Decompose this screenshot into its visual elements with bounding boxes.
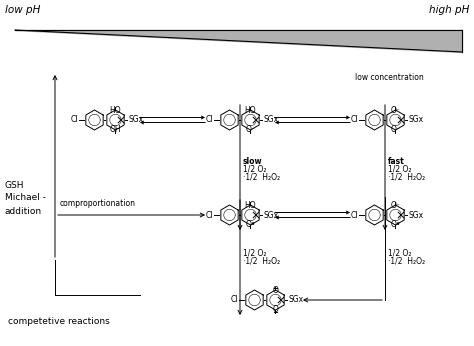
Text: O⁻: O⁻ [391,125,401,134]
Text: GSH: GSH [5,181,25,190]
Text: 1/2 O₂: 1/2 O₂ [388,248,411,257]
Text: Cl: Cl [71,116,79,125]
Text: low pH: low pH [5,5,40,15]
Text: Cl: Cl [351,210,358,219]
Text: SGx: SGx [128,116,144,125]
Text: HO: HO [245,201,256,210]
Text: slow: slow [243,157,263,166]
Text: high pH: high pH [428,5,469,15]
Text: Cl: Cl [351,116,358,125]
Text: fast: fast [388,157,405,166]
Text: low concentration: low concentration [355,73,424,82]
Text: 1/2 O₂: 1/2 O₂ [243,164,266,173]
Text: SGx: SGx [289,295,304,304]
Text: O: O [273,305,278,314]
Text: HO: HO [109,106,121,115]
Text: O⁻: O⁻ [391,106,401,115]
Text: 1/2 O₂: 1/2 O₂ [243,248,266,257]
Text: Cl: Cl [206,210,213,219]
Text: O⁻: O⁻ [391,201,401,210]
Text: HO: HO [245,106,256,115]
Text: SGx: SGx [409,116,424,125]
Text: comproportionation: comproportionation [60,199,136,208]
Text: competetive reactions: competetive reactions [8,318,110,327]
Text: O⁻: O⁻ [246,125,255,134]
Text: ·1/2  H₂O₂: ·1/2 H₂O₂ [243,257,280,266]
Text: O•: O• [246,220,255,229]
Text: ·1/2  H₂O₂: ·1/2 H₂O₂ [388,257,425,266]
Text: O•: O• [390,220,401,229]
Text: Cl: Cl [206,116,213,125]
Text: ·1/2  H₂O₂: ·1/2 H₂O₂ [243,172,280,181]
Text: SGx: SGx [264,116,279,125]
Text: O: O [273,286,278,295]
Text: Cl: Cl [231,295,238,304]
Polygon shape [15,30,462,52]
Text: addition: addition [5,207,42,216]
Text: OH: OH [109,125,121,134]
Text: SGx: SGx [264,210,279,219]
Text: ·1/2  H₂O₂: ·1/2 H₂O₂ [388,172,425,181]
Text: 1/2 O₂: 1/2 O₂ [388,164,411,173]
Text: Michael -: Michael - [5,193,46,202]
Text: SGx: SGx [409,210,424,219]
